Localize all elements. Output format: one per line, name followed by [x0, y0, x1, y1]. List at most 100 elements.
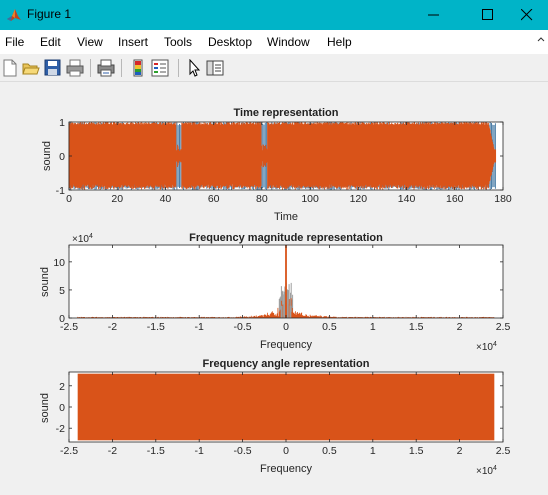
y-tick-labels: 0 5 10 — [53, 257, 503, 325]
minimize-button[interactable] — [411, 0, 457, 30]
x-exponent-power: 4 — [493, 465, 497, 472]
svg-text:×104: ×104 — [72, 233, 93, 245]
property-editor-icon[interactable] — [205, 58, 225, 78]
x-axis-label: Time — [274, 211, 298, 223]
axes-frequency-angle[interactable]: Frequency angle representation -2.5 -2 -1.… — [39, 358, 510, 477]
new-figure-icon[interactable] — [0, 58, 20, 78]
y-tick-label: 10 — [53, 257, 65, 269]
maximize-button[interactable] — [465, 0, 511, 30]
save-icon[interactable] — [43, 58, 63, 78]
x-tick-labels: -2.5 -2 -1.5 -1 -0.5 0 0.5 1 1.5 2 2.5 — [60, 372, 510, 457]
maximize-icon — [482, 9, 493, 20]
x-tick-label: -0.5 — [234, 445, 252, 457]
series-primary — [68, 122, 497, 190]
close-button[interactable] — [504, 0, 548, 30]
x-axis-label: Frequency — [260, 339, 312, 351]
y-axis-label: sound — [41, 141, 53, 171]
x-axis-label: Frequency — [260, 463, 312, 475]
x-tick-label: -0.5 — [234, 321, 252, 333]
x-tick-label: 0 — [283, 321, 289, 333]
y-tick-label: 1 — [59, 117, 65, 129]
x-exponent-base: ×10 — [476, 342, 493, 353]
plot-title: Frequency angle representation — [203, 358, 370, 370]
x-tick-label: 40 — [160, 193, 172, 205]
menu-insert[interactable]: Insert — [118, 35, 149, 49]
menu-desktop[interactable]: Desktop — [208, 35, 253, 49]
menu-tools[interactable]: Tools — [164, 35, 193, 49]
x-tick-label: 120 — [350, 193, 368, 205]
y-tick-label: 5 — [59, 285, 65, 297]
toolbar-separator — [178, 59, 179, 77]
x-tick-label: -2.5 — [60, 445, 78, 457]
x-tick-label: -2 — [108, 321, 117, 333]
x-tick-label: 2.5 — [496, 321, 511, 333]
x-tick-label: 80 — [256, 193, 268, 205]
y-axis-label: sound — [39, 267, 51, 297]
x-tick-label: 2 — [457, 321, 463, 333]
y-tick-label: 0 — [59, 151, 65, 163]
figure-plots: Time representation 0 20 40 60 80 100 120 140 16… — [39, 107, 512, 477]
menu-expand-icon[interactable] — [537, 36, 545, 50]
axes-time[interactable]: Time representation 0 20 40 60 80 100 120 140 16… — [41, 107, 512, 223]
x-tick-label: 140 — [398, 193, 416, 205]
x-tick-labels: -2.5 -2 -1.5 -1 -0.5 0 0.5 1 1.5 2 2.5 — [60, 245, 510, 333]
toolbar — [0, 55, 548, 82]
minimize-icon — [428, 14, 439, 16]
svg-text:×104: ×104 — [476, 465, 497, 477]
svg-text:×104: ×104 — [476, 341, 497, 353]
x-tick-label: 180 — [494, 193, 512, 205]
menu-file[interactable]: File — [5, 35, 25, 49]
x-tick-label: -1.5 — [147, 321, 165, 333]
x-tick-label: 1 — [370, 321, 376, 333]
x-tick-label: 1.5 — [409, 321, 424, 333]
x-exponent-label: ×104 — [476, 465, 497, 477]
menu-bar: File Edit View Insert Tools Desktop Wind… — [0, 30, 548, 54]
colorbar-icon[interactable] — [128, 58, 148, 78]
x-exponent-power: 4 — [493, 341, 497, 348]
open-file-icon[interactable] — [21, 58, 41, 78]
x-tick-label: -1.5 — [147, 445, 165, 457]
matlab-icon — [6, 7, 22, 23]
menu-help[interactable]: Help — [327, 35, 352, 49]
y-tick-label: 0 — [59, 402, 65, 414]
y-tick-label: -1 — [56, 185, 65, 197]
plot-title: Frequency magnitude representation — [189, 232, 383, 244]
x-tick-label: 2 — [457, 445, 463, 457]
x-tick-label: 2.5 — [496, 445, 511, 457]
x-tick-label: 0.5 — [322, 321, 337, 333]
x-tick-label: -1 — [195, 321, 204, 333]
y-tick-label: 0 — [59, 313, 65, 325]
y-tick-labels: -2 0 2 — [56, 381, 503, 435]
x-tick-label: -2 — [108, 445, 117, 457]
y-exponent-power: 4 — [89, 233, 93, 240]
close-icon — [521, 9, 533, 21]
print-icon[interactable] — [65, 58, 85, 78]
y-axis-label: sound — [39, 393, 51, 423]
y-tick-label: -2 — [56, 423, 65, 435]
menu-view[interactable]: View — [77, 35, 103, 49]
x-tick-label: 60 — [208, 193, 220, 205]
series-angle — [77, 373, 495, 441]
menu-window[interactable]: Window — [267, 35, 310, 49]
pointer-icon[interactable] — [184, 58, 204, 78]
x-exponent-base: ×10 — [476, 466, 493, 477]
toolbar-separator — [121, 59, 122, 77]
axes-frequency-magnitude[interactable]: Frequency magnitude representation ×104 … — [39, 232, 510, 353]
plot-title: Time representation — [234, 107, 339, 119]
x-tick-labels: 0 20 40 60 80 100 120 140 160 180 — [66, 122, 512, 205]
x-tick-label: -1 — [195, 445, 204, 457]
x-tick-label: 1.5 — [409, 445, 424, 457]
x-tick-label: 0.5 — [322, 445, 337, 457]
y-tick-labels: -1 0 1 — [56, 117, 503, 197]
title-bar: Figure 1 — [0, 0, 548, 30]
phase-fill — [77, 373, 495, 441]
y-exponent-base: ×10 — [72, 234, 89, 245]
print-preview-icon[interactable] — [96, 58, 116, 78]
window-title: Figure 1 — [27, 7, 72, 21]
legend-icon[interactable] — [150, 58, 170, 78]
x-tick-label: 0 — [66, 193, 72, 205]
toolbar-separator — [90, 59, 91, 77]
x-tick-label: 1 — [370, 445, 376, 457]
menu-edit[interactable]: Edit — [40, 35, 61, 49]
x-exponent-label: ×104 — [476, 341, 497, 353]
